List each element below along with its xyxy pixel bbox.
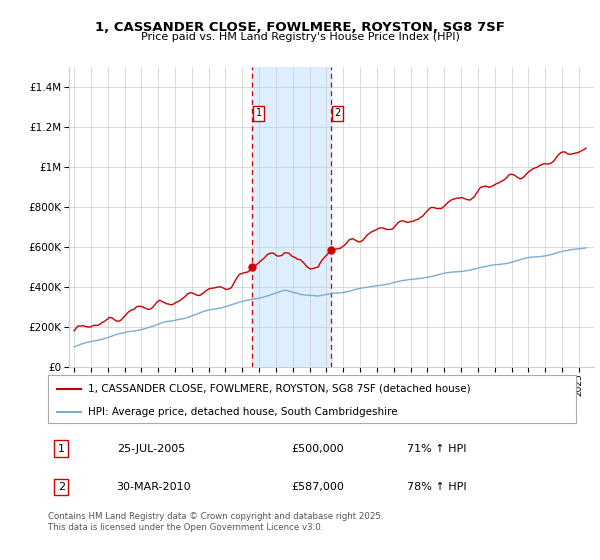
Text: 71% ↑ HPI: 71% ↑ HPI <box>407 444 467 454</box>
Text: 1, CASSANDER CLOSE, FOWLMERE, ROYSTON, SG8 7SF: 1, CASSANDER CLOSE, FOWLMERE, ROYSTON, S… <box>95 21 505 34</box>
Text: 78% ↑ HPI: 78% ↑ HPI <box>407 482 467 492</box>
Bar <box>252 67 331 367</box>
Text: 2: 2 <box>334 108 340 118</box>
Text: 30-MAR-2010: 30-MAR-2010 <box>116 482 191 492</box>
Text: £587,000: £587,000 <box>291 482 344 492</box>
Text: 1: 1 <box>58 444 65 454</box>
Text: Contains HM Land Registry data © Crown copyright and database right 2025.
This d: Contains HM Land Registry data © Crown c… <box>48 512 383 532</box>
Text: HPI: Average price, detached house, South Cambridgeshire: HPI: Average price, detached house, Sout… <box>88 407 397 417</box>
Text: 2: 2 <box>58 482 65 492</box>
Text: Price paid vs. HM Land Registry's House Price Index (HPI): Price paid vs. HM Land Registry's House … <box>140 32 460 43</box>
Text: £500,000: £500,000 <box>291 444 344 454</box>
Text: 25-JUL-2005: 25-JUL-2005 <box>116 444 185 454</box>
Text: 1, CASSANDER CLOSE, FOWLMERE, ROYSTON, SG8 7SF (detached house): 1, CASSANDER CLOSE, FOWLMERE, ROYSTON, S… <box>88 384 470 394</box>
Text: 1: 1 <box>256 108 262 118</box>
